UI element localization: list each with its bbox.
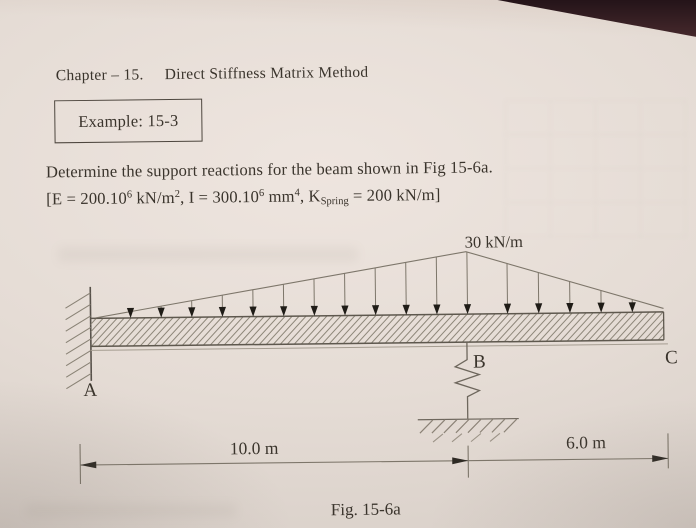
fixed-support-a-icon (65, 286, 93, 390)
beam (90, 311, 668, 351)
spring-support-icon (417, 342, 519, 443)
triangular-distributed-load: 30 kN/m (95, 232, 664, 319)
dim-arrow-middle-icon (452, 457, 469, 465)
ground-hatch (419, 418, 518, 443)
node-label-b: B (473, 351, 486, 372)
dimension-line (79, 433, 669, 485)
page-bleedthrough-smudge (26, 504, 236, 517)
load-magnitude-label: 30 kN/m (465, 232, 524, 252)
page-bleedthrough-grid (505, 100, 687, 238)
figure-caption: Fig. 15-6a (331, 499, 402, 519)
dim-arrow-left-icon (80, 461, 97, 469)
node-label-a: A (83, 380, 97, 401)
dim-label-right-span: 6.0 m (566, 432, 606, 452)
page-bleedthrough-smudge (58, 247, 358, 262)
dim-arrow-right-icon (652, 455, 669, 462)
node-label-c: C (665, 347, 678, 368)
dim-label-left-span: 10.0 m (230, 438, 279, 459)
